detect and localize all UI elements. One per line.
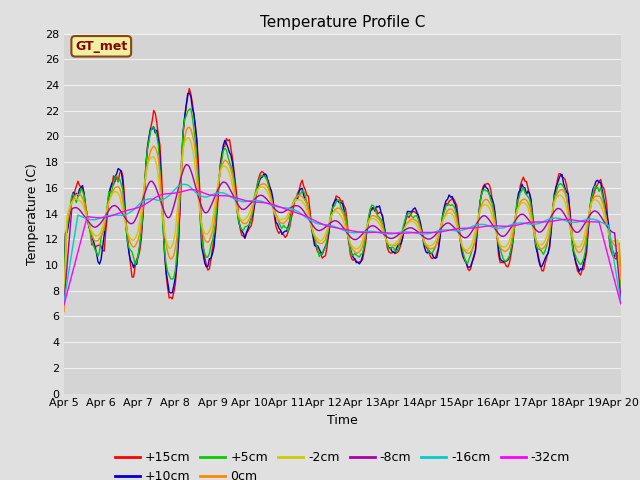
-16cm xyxy=(410,230,417,236)
-2cm xyxy=(617,298,625,304)
Line: +10cm: +10cm xyxy=(64,93,621,301)
+15cm xyxy=(186,85,193,91)
-32cm xyxy=(187,187,195,192)
-2cm xyxy=(76,197,83,203)
-16cm xyxy=(76,213,83,218)
-16cm xyxy=(550,215,558,221)
0cm xyxy=(164,249,172,254)
+10cm xyxy=(379,214,387,220)
0cm xyxy=(60,309,68,314)
-32cm xyxy=(379,230,387,236)
-32cm xyxy=(60,302,68,308)
+5cm xyxy=(410,215,417,221)
+5cm xyxy=(379,220,387,226)
Line: -16cm: -16cm xyxy=(64,184,621,302)
0cm xyxy=(550,199,558,205)
+5cm xyxy=(187,106,195,112)
+15cm xyxy=(164,285,172,290)
Line: -2cm: -2cm xyxy=(64,138,621,301)
0cm xyxy=(397,234,405,240)
0cm xyxy=(410,216,417,222)
+15cm xyxy=(380,223,388,229)
Legend: +15cm, +10cm, +5cm, 0cm, -2cm, -8cm, -16cm, -32cm: +15cm, +10cm, +5cm, 0cm, -2cm, -8cm, -16… xyxy=(110,446,575,480)
Line: 0cm: 0cm xyxy=(64,127,621,312)
-32cm xyxy=(410,230,417,236)
+5cm xyxy=(164,269,172,275)
+5cm xyxy=(76,192,83,198)
+15cm xyxy=(399,233,406,239)
-2cm xyxy=(60,288,68,294)
-2cm xyxy=(397,232,405,238)
+10cm xyxy=(186,90,193,96)
-8cm xyxy=(397,230,405,236)
-16cm xyxy=(617,299,625,304)
-8cm xyxy=(410,226,417,232)
0cm xyxy=(379,224,387,230)
+15cm xyxy=(552,186,559,192)
-8cm xyxy=(76,207,83,213)
-32cm xyxy=(76,243,83,249)
+5cm xyxy=(550,193,558,199)
0cm xyxy=(186,124,193,130)
+15cm xyxy=(617,296,625,301)
+10cm xyxy=(397,240,405,246)
-16cm xyxy=(164,194,172,200)
-16cm xyxy=(397,229,405,235)
-2cm xyxy=(550,199,558,205)
-2cm xyxy=(410,219,417,225)
-8cm xyxy=(164,215,172,220)
-2cm xyxy=(184,135,191,141)
Line: +5cm: +5cm xyxy=(64,109,621,301)
+15cm xyxy=(168,296,176,302)
+15cm xyxy=(60,284,68,290)
Text: GT_met: GT_met xyxy=(75,40,127,53)
Y-axis label: Temperature (C): Temperature (C) xyxy=(26,163,39,264)
+10cm xyxy=(550,193,558,199)
Line: -32cm: -32cm xyxy=(64,190,621,305)
-8cm xyxy=(182,162,190,168)
-2cm xyxy=(379,228,387,234)
-32cm xyxy=(550,218,558,224)
+5cm xyxy=(617,298,625,304)
-16cm xyxy=(60,299,68,305)
-8cm xyxy=(617,294,625,300)
+10cm xyxy=(60,285,68,291)
-32cm xyxy=(397,230,405,236)
-32cm xyxy=(617,301,625,307)
Line: -8cm: -8cm xyxy=(64,165,621,303)
-16cm xyxy=(180,181,188,187)
0cm xyxy=(617,276,625,282)
Line: +15cm: +15cm xyxy=(64,88,621,299)
+15cm xyxy=(412,209,419,215)
0cm xyxy=(76,192,83,198)
-8cm xyxy=(379,230,387,236)
-2cm xyxy=(164,242,172,248)
+10cm xyxy=(617,299,625,304)
-16cm xyxy=(379,230,387,236)
+10cm xyxy=(164,278,172,284)
+10cm xyxy=(410,206,417,212)
+15cm xyxy=(76,182,83,188)
-8cm xyxy=(550,209,558,215)
+10cm xyxy=(76,186,83,192)
+5cm xyxy=(60,290,68,296)
-32cm xyxy=(164,191,172,197)
+5cm xyxy=(397,234,405,240)
X-axis label: Time: Time xyxy=(327,414,358,427)
Title: Temperature Profile C: Temperature Profile C xyxy=(260,15,425,30)
-8cm xyxy=(60,300,68,306)
